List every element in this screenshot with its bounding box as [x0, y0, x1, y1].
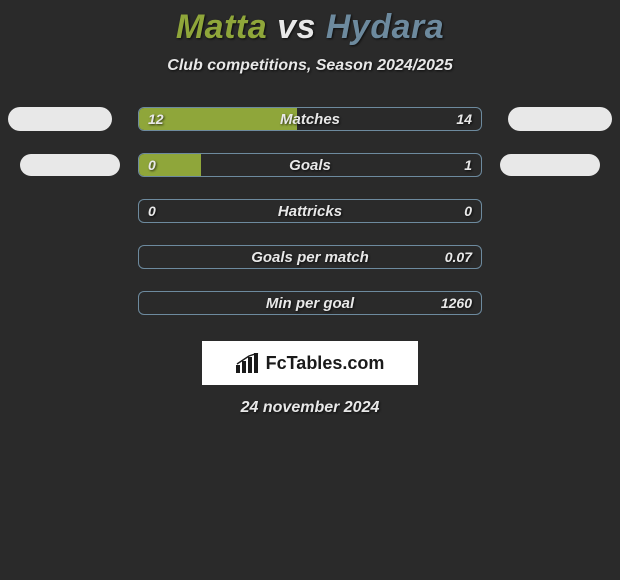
stat-row: Matches1214 — [0, 101, 620, 147]
bar-chart-icon — [236, 353, 260, 373]
stats-rows: Matches1214Goals01Hattricks00Goals per m… — [0, 101, 620, 331]
brand-text: FcTables.com — [266, 353, 385, 374]
stat-value-right: 0.07 — [445, 245, 472, 269]
stats-stage: Matches1214Goals01Hattricks00Goals per m… — [0, 101, 620, 417]
stat-value-left: 0 — [148, 199, 156, 223]
stat-bar-track — [138, 291, 482, 315]
vs-text: vs — [277, 8, 316, 46]
stat-value-right: 1260 — [441, 291, 472, 315]
player1-pill — [20, 154, 120, 176]
stat-value-left: 0 — [148, 153, 156, 177]
date-text: 24 november 2024 — [0, 399, 620, 417]
stat-row: Min per goal1260 — [0, 285, 620, 331]
stat-bar-track — [138, 153, 482, 177]
player2-pill — [500, 154, 600, 176]
page-title: Matta vs Hydara — [0, 0, 620, 47]
stat-value-right: 1 — [464, 153, 472, 177]
stat-row: Hattricks00 — [0, 193, 620, 239]
stat-bar-track — [138, 245, 482, 269]
player2-pill — [508, 107, 612, 131]
stat-value-right: 14 — [456, 107, 472, 131]
subtitle: Club competitions, Season 2024/2025 — [0, 57, 620, 75]
stat-value-right: 0 — [464, 199, 472, 223]
stat-bar-track — [138, 199, 482, 223]
player1-pill — [8, 107, 112, 131]
stat-value-left: 12 — [148, 107, 164, 131]
brand-box: FcTables.com — [202, 341, 418, 385]
player1-name: Matta — [176, 8, 267, 46]
stat-row: Goals01 — [0, 147, 620, 193]
stat-row: Goals per match0.07 — [0, 239, 620, 285]
player2-name: Hydara — [326, 8, 444, 46]
stat-bar-track — [138, 107, 482, 131]
